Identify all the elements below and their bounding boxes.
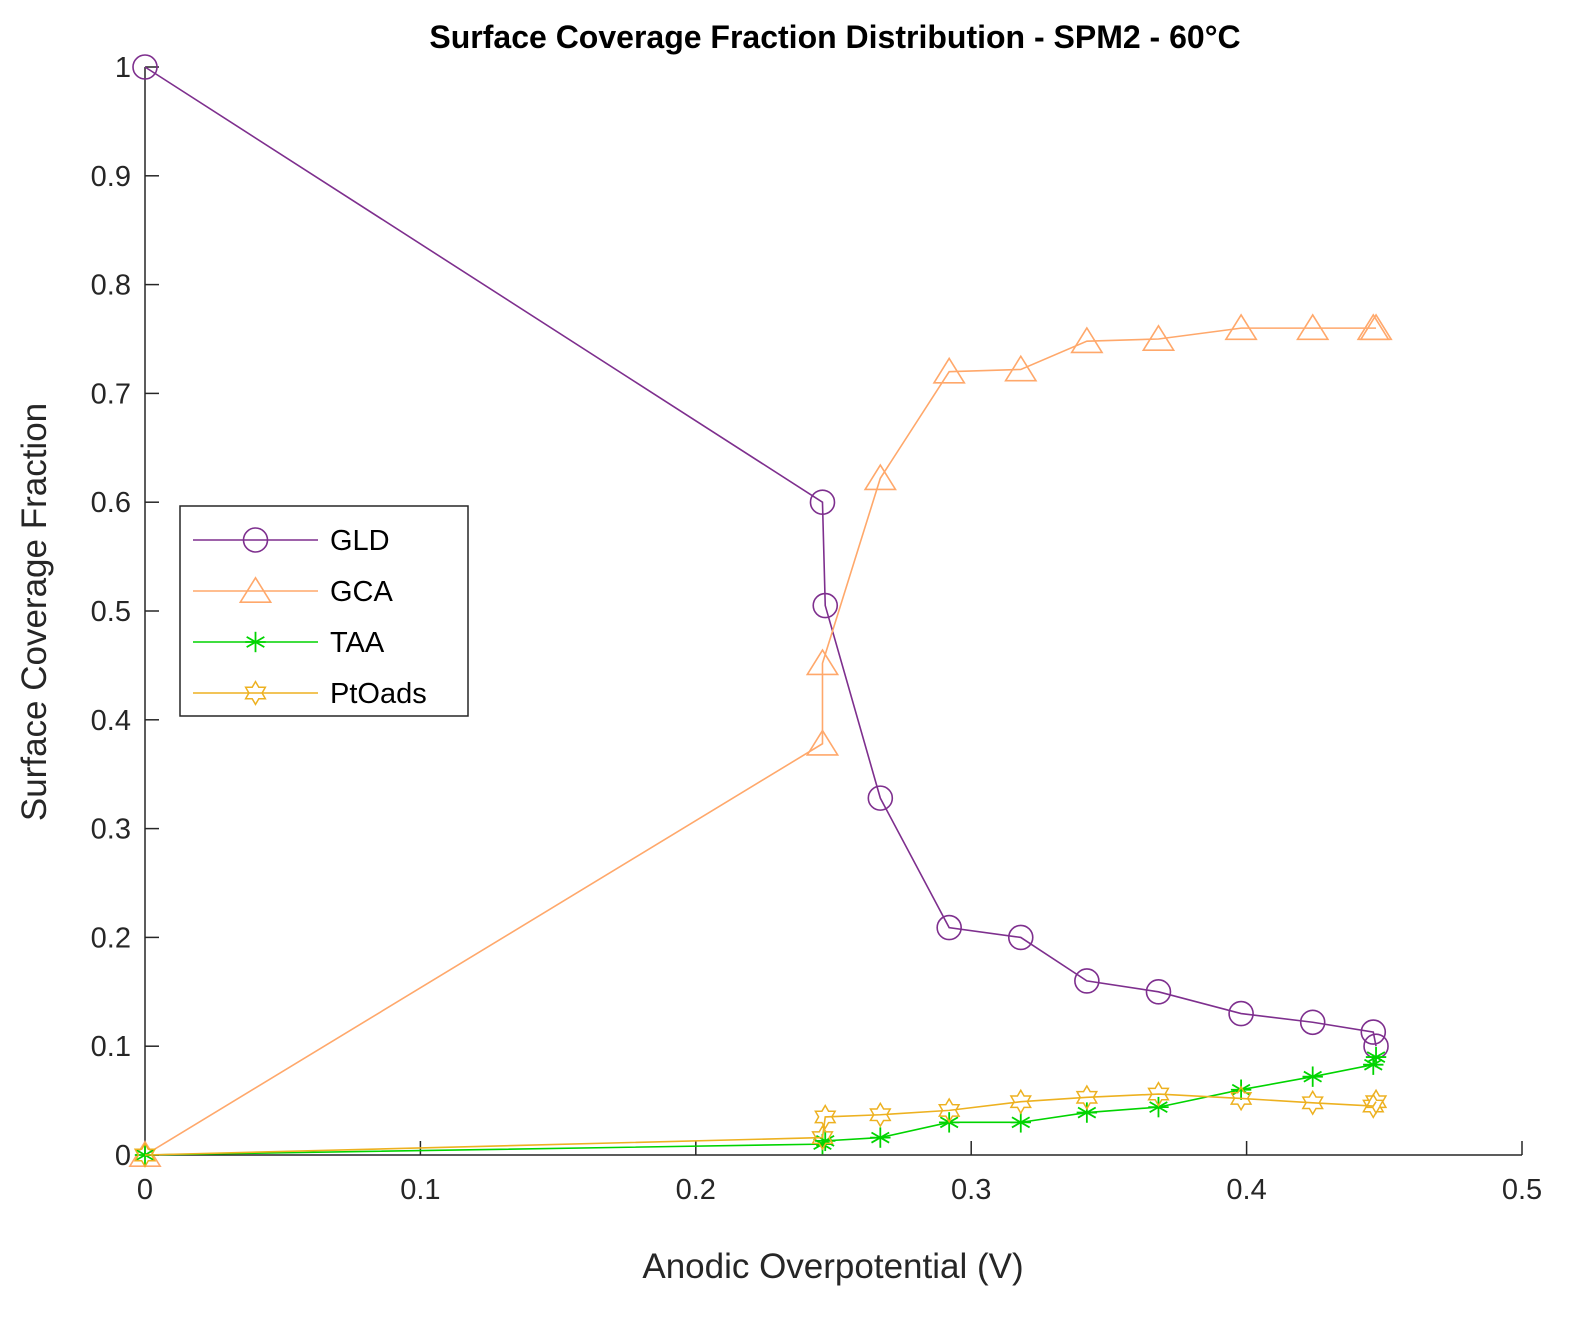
data-point-hexagram	[1229, 1085, 1253, 1112]
data-point-triangle	[1141, 324, 1176, 352]
series-line-gld	[144, 66, 1377, 1047]
legend: GLD GCA TAA PtOads	[179, 505, 469, 717]
data-point-hexagram	[1075, 1084, 1099, 1111]
x-tick-label: 0	[137, 1174, 153, 1206]
legend-label: PtOads	[330, 678, 427, 710]
y-tick-label: 0.6	[91, 487, 131, 519]
data-point-hexagram	[1147, 1081, 1170, 1107]
x-tick-label: 0.5	[1502, 1174, 1542, 1206]
data-point-hexagram	[1301, 1089, 1324, 1116]
series-line-gca	[144, 327, 1377, 1156]
data-point-hexagram	[811, 1124, 834, 1151]
x-tick-label: 0.1	[400, 1174, 440, 1206]
data-point-circle	[1145, 978, 1172, 1005]
data-point-hexagram	[814, 1104, 837, 1130]
legend-label: GLD	[330, 525, 390, 557]
series-layer	[128, 54, 1393, 1168]
data-point-circle	[132, 54, 158, 80]
legend-item-taa: TAA	[193, 627, 385, 659]
data-point-circle	[242, 527, 269, 553]
data-point-triangle	[1224, 313, 1258, 341]
data-point-triangle	[1296, 313, 1330, 341]
data-point-triangle	[1359, 313, 1393, 341]
data-point-circle	[936, 914, 962, 941]
y-tick-label: 0.2	[91, 922, 131, 954]
x-ticks: 0 0.1 0.2 0.3 0.4 0.5	[137, 1141, 1542, 1206]
data-point-circle	[809, 489, 836, 516]
y-tick-label: 0.4	[91, 705, 131, 737]
series-gld	[132, 54, 1389, 1059]
data-point-circle	[1007, 924, 1034, 951]
y-tick-label: 0.9	[91, 161, 131, 193]
series-line-ptoads	[144, 1093, 1377, 1156]
y-ticks: 0 0.1 0.2 0.3 0.4 0.5 0.6 0.7 0.8 0.9 1	[91, 52, 159, 1172]
legend-label: TAA	[330, 627, 385, 659]
data-point-circle	[1228, 1000, 1254, 1027]
legend-items: GLD GCA TAA PtOads	[193, 525, 427, 710]
y-axis-label: Surface Coverage Fraction	[15, 403, 54, 821]
x-axis-label: Anodic Overpotential (V)	[642, 1247, 1023, 1286]
data-point-triangle	[805, 729, 840, 756]
data-point-triangle	[805, 648, 840, 676]
y-tick-label: 0.1	[91, 1031, 131, 1063]
chart-title: Surface Coverage Fraction Distribution -…	[429, 19, 1240, 55]
series-ptoads	[133, 1081, 1388, 1168]
data-point-asterisk	[1076, 1102, 1098, 1123]
x-tick-label: 0.3	[951, 1174, 991, 1206]
data-point-circle	[812, 592, 839, 619]
data-point-hexagram	[938, 1097, 961, 1124]
data-point-hexagram	[244, 680, 267, 706]
legend-item-gca: GCA	[193, 576, 394, 608]
legend-item-gld: GLD	[193, 525, 390, 557]
legend-item-ptoads: PtOads	[193, 678, 427, 710]
y-tick-label: 0.5	[91, 596, 131, 628]
data-point-asterisk	[1148, 1096, 1169, 1118]
legend-box	[179, 505, 469, 717]
x-tick-label: 0.4	[1226, 1174, 1266, 1206]
data-point-asterisk	[1302, 1066, 1323, 1087]
data-point-circle	[1360, 1019, 1387, 1045]
data-point-asterisk	[870, 1127, 891, 1148]
data-point-triangle	[1070, 326, 1104, 354]
x-tick-label: 0.2	[676, 1174, 716, 1206]
data-point-circle	[867, 785, 894, 811]
data-point-triangle	[932, 356, 966, 384]
y-tick-label: 1	[115, 52, 131, 84]
data-point-triangle	[863, 463, 897, 491]
data-point-asterisk	[245, 631, 266, 653]
y-tick-label: 0.3	[91, 814, 131, 846]
data-point-hexagram	[869, 1101, 892, 1128]
data-point-circle	[1074, 968, 1100, 994]
data-point-circle	[1299, 1009, 1326, 1036]
data-point-triangle	[238, 576, 273, 604]
data-point-hexagram	[1364, 1088, 1388, 1115]
data-point-triangle	[1004, 354, 1038, 382]
data-point-hexagram	[133, 1142, 157, 1168]
legend-label: GCA	[330, 576, 394, 608]
data-point-hexagram	[1009, 1088, 1032, 1115]
data-point-asterisk	[1365, 1046, 1387, 1068]
y-tick-label: 0.7	[91, 378, 131, 410]
y-tick-label: 0.8	[91, 270, 131, 302]
data-point-asterisk	[1010, 1112, 1031, 1133]
y-tick-label: 0	[115, 1140, 131, 1172]
